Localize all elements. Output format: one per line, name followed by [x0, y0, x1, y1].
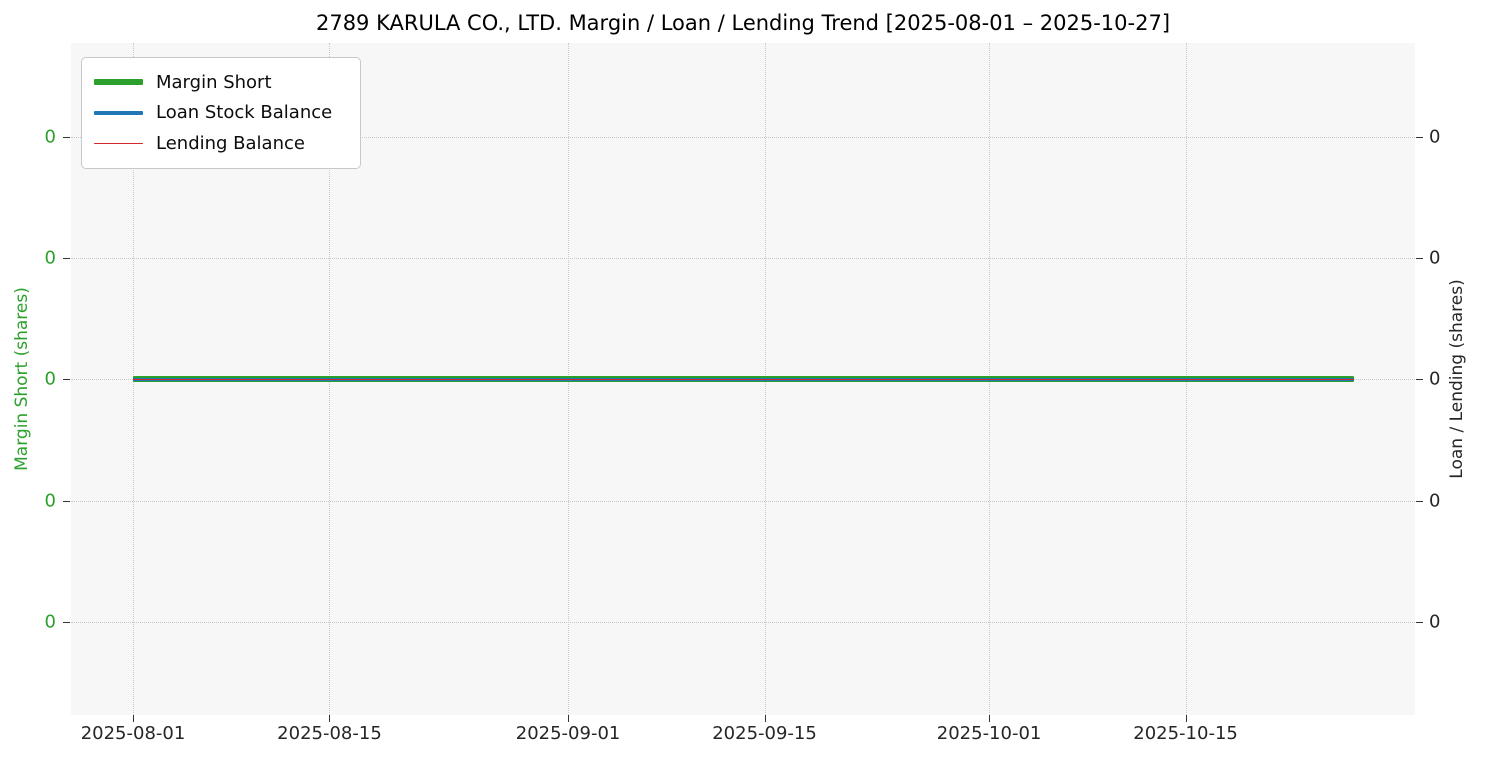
- y-tick-label-right: 0: [1429, 611, 1441, 633]
- x-tick-mark: [1185, 715, 1187, 722]
- legend-label: Loan Stock Balance: [156, 102, 333, 124]
- y-tick-label-left: 0: [44, 490, 56, 512]
- x-tick-label: 2025-10-01: [936, 723, 1042, 744]
- x-tick-mark: [764, 715, 766, 722]
- y-tick-label-left: 0: [44, 611, 56, 633]
- x-tick-label: 2025-09-15: [712, 723, 817, 744]
- right-tick-mark: [1416, 500, 1423, 502]
- y-tick-label-right: 0: [1429, 368, 1441, 390]
- h-gridline: [71, 622, 1415, 624]
- y-tick-label-left: 0: [44, 368, 56, 390]
- left-tick-mark: [63, 258, 70, 260]
- right-tick-mark: [1416, 258, 1423, 260]
- y-axis-label-right: Loan / Lending (shares): [1447, 279, 1467, 479]
- left-tick-mark: [63, 622, 70, 624]
- x-tick-mark: [568, 715, 570, 722]
- h-gridline: [71, 500, 1415, 502]
- legend-label: Margin Short: [156, 71, 272, 93]
- right-tick-mark: [1416, 379, 1423, 381]
- left-tick-mark: [63, 500, 70, 502]
- right-tick-mark: [1416, 622, 1423, 624]
- series-line-lending-balance: [133, 378, 1354, 381]
- lending-balance-line-swatch: [94, 142, 143, 144]
- x-tick-mark: [989, 715, 991, 722]
- x-tick-label: 2025-08-01: [80, 723, 186, 744]
- loan-stock-balance-line-swatch: [94, 111, 143, 115]
- chart-title: 2789 KARULA CO., LTD. Margin / Loan / Le…: [315, 11, 1171, 35]
- y-tick-label-left: 0: [44, 126, 56, 148]
- y-tick-label-right: 0: [1429, 126, 1441, 148]
- h-gridline: [71, 258, 1415, 260]
- y-axis-label-left: Margin Short (shares): [12, 287, 32, 471]
- legend: Margin Short Loan Stock Balance Lending …: [81, 57, 361, 169]
- left-tick-mark: [63, 379, 70, 381]
- x-tick-label: 2025-08-15: [277, 723, 382, 744]
- x-tick-label: 2025-10-15: [1133, 723, 1238, 744]
- y-tick-label-right: 0: [1429, 490, 1441, 512]
- legend-label: Lending Balance: [156, 132, 305, 154]
- left-tick-mark: [63, 136, 70, 138]
- legend-item-lending-balance: Lending Balance: [94, 128, 348, 159]
- x-tick-mark: [329, 715, 331, 722]
- right-tick-mark: [1416, 136, 1423, 138]
- margin-short-line-swatch: [94, 79, 143, 86]
- h-gridline: [71, 136, 1415, 138]
- y-tick-label-left: 0: [44, 247, 56, 269]
- legend-item-margin-short: Margin Short: [94, 67, 348, 98]
- legend-item-loan-stock-balance: Loan Stock Balance: [94, 98, 348, 129]
- y-tick-label-right: 0: [1429, 247, 1441, 269]
- x-tick-label: 2025-09-01: [515, 723, 621, 744]
- x-tick-mark: [133, 715, 134, 722]
